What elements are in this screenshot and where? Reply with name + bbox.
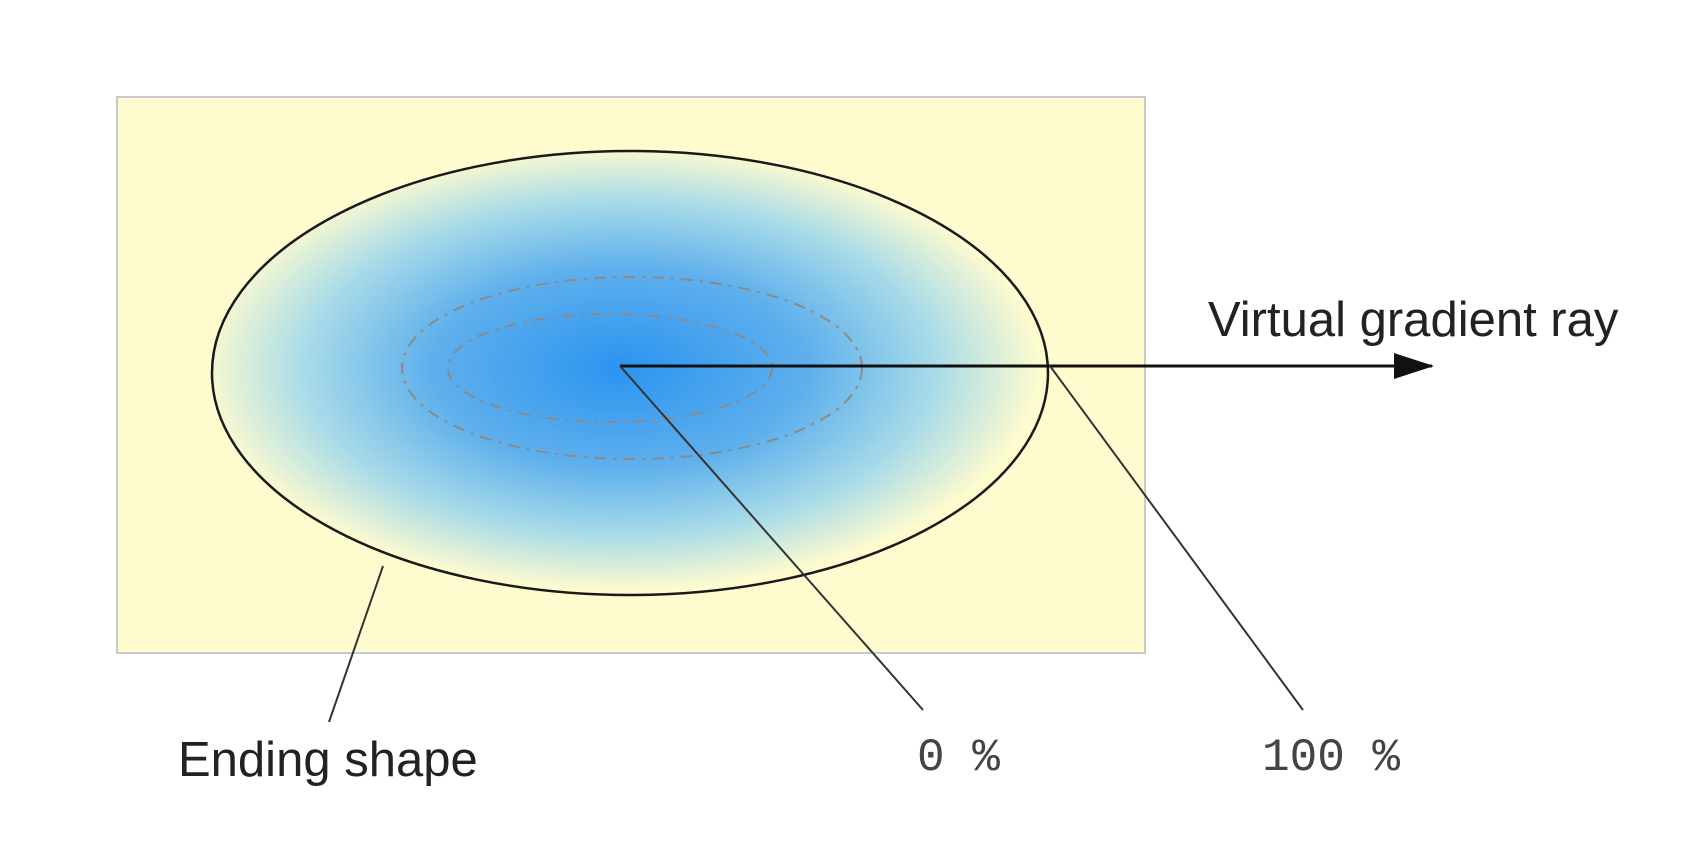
start-percent-label: 0 % [917, 732, 1000, 784]
start-percent-pointer-line [619, 365, 924, 711]
ray-label: Virtual gradient ray [1208, 293, 1619, 347]
end-percent-label: 100 % [1262, 732, 1400, 784]
ending-shape-pointer-line [328, 565, 384, 723]
dashed-ellipse-inner [447, 313, 773, 423]
ending-shape-ellipse [210, 149, 1050, 597]
dashed-ellipse-outer [401, 276, 863, 460]
end-percent-pointer-line [1049, 365, 1304, 711]
ending-shape-label: Ending shape [178, 733, 478, 787]
